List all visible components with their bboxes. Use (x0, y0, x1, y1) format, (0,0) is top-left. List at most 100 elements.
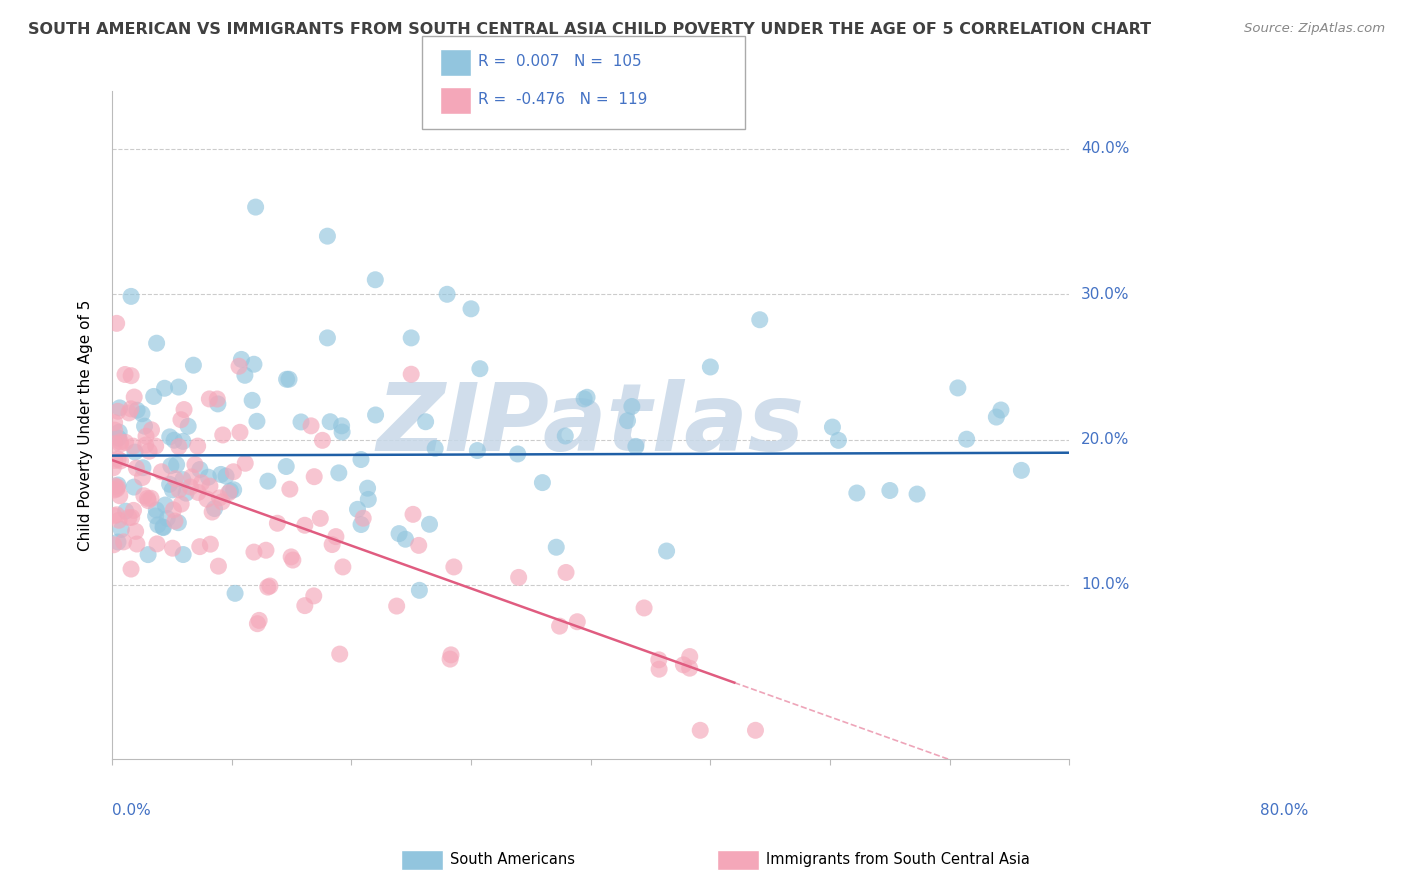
Point (231, 352, 253, 367)
Point (107, 452, 129, 467)
Point (136, 491, 159, 506)
Point (440, 648, 463, 662)
Point (141, 423, 163, 437)
Point (572, 392, 595, 406)
Point (125, 461, 148, 475)
Point (105, 508, 128, 522)
Point (167, 440, 190, 454)
Point (394, 533, 416, 547)
Point (399, 368, 422, 382)
Point (103, 483, 125, 497)
Point (247, 613, 270, 627)
Point (468, 361, 491, 376)
Point (620, 400, 643, 414)
Point (290, 415, 312, 429)
Point (245, 200, 267, 214)
Point (259, 579, 281, 593)
Point (679, 661, 702, 675)
Point (142, 389, 165, 403)
Point (325, 530, 347, 544)
Point (138, 444, 160, 458)
Point (187, 439, 209, 453)
Point (233, 456, 256, 470)
Point (567, 615, 589, 629)
Point (352, 511, 374, 525)
Point (163, 514, 186, 528)
Point (162, 483, 184, 497)
Point (207, 392, 229, 406)
Point (364, 273, 387, 287)
Point (243, 545, 266, 559)
Point (122, 480, 145, 494)
Point (576, 390, 599, 404)
Point (104, 453, 127, 467)
Point (467, 443, 489, 458)
Point (180, 470, 202, 484)
Point (163, 434, 186, 448)
Point (187, 485, 209, 500)
Point (124, 445, 146, 459)
Point (679, 649, 702, 664)
Point (655, 544, 678, 558)
Point (110, 437, 132, 451)
Point (357, 492, 380, 507)
Point (508, 570, 530, 584)
Point (648, 653, 671, 667)
Point (167, 483, 190, 497)
Point (418, 517, 440, 532)
Point (548, 619, 571, 633)
Y-axis label: Child Poverty Under the Age of 5: Child Poverty Under the Age of 5 (79, 300, 93, 550)
Point (218, 486, 240, 500)
Point (506, 447, 529, 461)
Point (302, 469, 325, 483)
Point (229, 425, 252, 440)
Point (222, 483, 245, 497)
Point (110, 454, 132, 468)
Point (107, 478, 129, 492)
Point (114, 435, 136, 450)
Point (136, 493, 159, 508)
Point (246, 414, 269, 428)
Point (108, 489, 131, 503)
Point (105, 317, 128, 331)
Point (425, 442, 447, 456)
Point (122, 439, 145, 453)
Point (1010, 463, 1032, 477)
Point (172, 548, 194, 562)
Point (408, 583, 430, 598)
Point (531, 475, 554, 490)
Point (436, 287, 458, 301)
Point (197, 470, 219, 484)
Text: South Americans: South Americans (450, 853, 575, 867)
Point (103, 538, 125, 552)
Point (145, 439, 167, 453)
Point (124, 524, 146, 539)
Point (159, 477, 181, 491)
Point (350, 517, 373, 532)
Point (105, 480, 128, 494)
Point (107, 535, 129, 549)
Point (121, 510, 143, 524)
Text: Immigrants from South Central Asia: Immigrants from South Central Asia (766, 853, 1031, 867)
Point (162, 541, 184, 556)
Point (188, 540, 211, 554)
Text: R =  -0.476   N =  119: R = -0.476 N = 119 (478, 93, 647, 107)
Point (104, 416, 127, 430)
Point (108, 425, 131, 439)
Point (146, 537, 169, 551)
Point (110, 434, 132, 449)
Point (399, 331, 422, 345)
Point (986, 410, 1008, 425)
Point (170, 413, 193, 427)
Point (233, 368, 256, 383)
Point (385, 599, 408, 613)
Point (224, 586, 246, 600)
Point (309, 511, 332, 525)
Point (172, 473, 194, 487)
Point (415, 415, 437, 429)
Point (118, 510, 141, 524)
Point (183, 358, 205, 372)
Point (122, 503, 145, 517)
Point (254, 543, 277, 558)
Point (107, 404, 129, 418)
